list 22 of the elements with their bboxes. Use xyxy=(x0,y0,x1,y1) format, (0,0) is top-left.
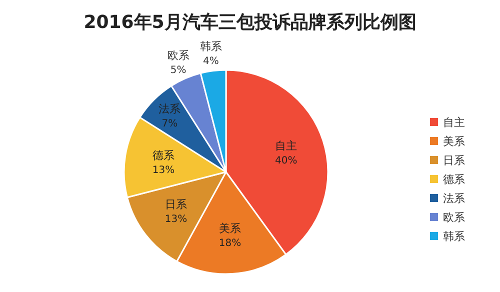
chart-title: 2016年5月汽车三包投诉品牌系列比例图 xyxy=(84,12,416,33)
data-label: 13% xyxy=(164,214,188,225)
legend-label: 日系 xyxy=(443,154,465,167)
legend-label: 欧系 xyxy=(443,211,465,224)
data-label: 18% xyxy=(218,238,242,250)
data-label: 5% xyxy=(170,64,186,76)
legend-label: 韩系 xyxy=(443,230,465,243)
slice-label: 法系 xyxy=(158,102,181,116)
legend-label: 法系 xyxy=(443,192,465,205)
data-label: 40% xyxy=(275,155,298,166)
slice-label: 日系 xyxy=(165,198,188,211)
data-label: 7% xyxy=(162,118,178,130)
slice-label: 美系 xyxy=(218,222,241,236)
slice-label: 欧系 xyxy=(167,48,190,62)
slice-label: 自主 xyxy=(275,139,298,152)
legend-label: 美系 xyxy=(443,135,465,148)
legend-label: 德系 xyxy=(443,173,465,186)
data-label: 13% xyxy=(152,165,175,176)
slice-label: 韩系 xyxy=(200,40,222,53)
slice-label: 德系 xyxy=(152,149,175,162)
data-label: 4% xyxy=(203,56,219,67)
legend-label: 自主 xyxy=(443,116,465,129)
